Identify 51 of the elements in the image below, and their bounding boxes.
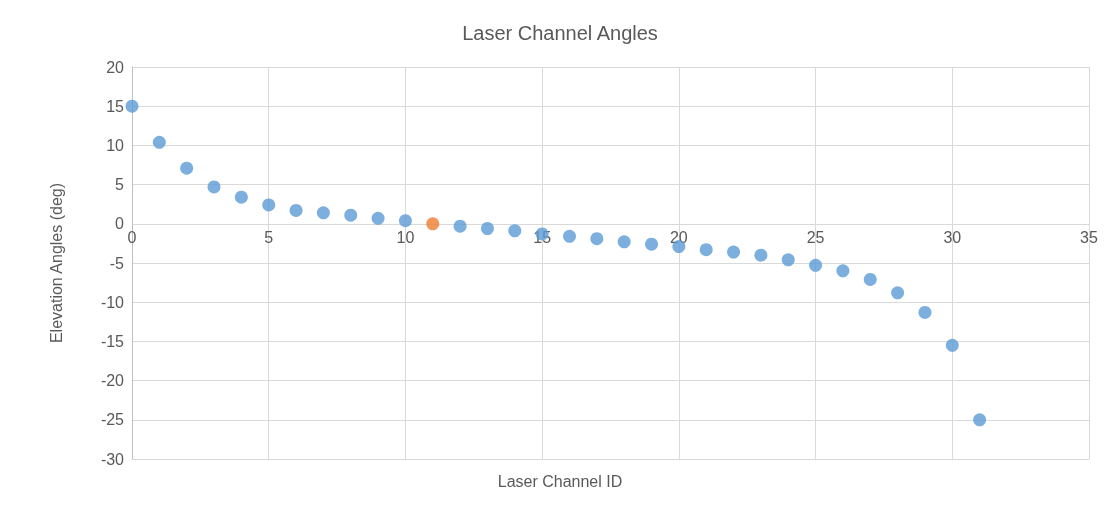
y-tick-label: -15 [100, 332, 125, 350]
y-tick-label: 5 [115, 176, 125, 194]
point [645, 237, 659, 251]
point [863, 272, 877, 286]
point [316, 206, 330, 220]
y-tick-label: -30 [100, 450, 125, 468]
y-tick-label: 15 [106, 97, 125, 115]
point [480, 222, 494, 235]
point [180, 161, 194, 175]
point [891, 286, 905, 300]
x-axis-title: Laser Channel ID [497, 472, 623, 490]
point [754, 248, 768, 262]
point [152, 135, 166, 149]
point [371, 211, 385, 225]
y-tick-label: 20 [106, 58, 125, 76]
point [289, 203, 303, 217]
point [727, 245, 741, 259]
point [918, 305, 932, 319]
x-tick-label: 30 [943, 229, 962, 247]
y-tick-label: -20 [100, 372, 125, 390]
point [836, 264, 850, 278]
x-tick-label: 0 [127, 229, 137, 247]
y-tick-label: -25 [100, 411, 125, 429]
y-axis-title: Elevation Angles (deg) [47, 182, 65, 344]
x-tick-label: 10 [396, 229, 415, 247]
chart-title: Laser Channel Angles [462, 22, 658, 44]
point [945, 338, 959, 352]
point [234, 190, 248, 204]
x-tick-label: 25 [806, 229, 825, 247]
x-tick-label: 35 [1080, 229, 1098, 247]
point [262, 198, 276, 212]
point [781, 253, 795, 267]
point [617, 235, 631, 249]
x-tick-label: 5 [264, 229, 274, 247]
point [563, 229, 576, 243]
point [125, 99, 139, 113]
point [809, 258, 823, 272]
point [398, 214, 412, 228]
point [344, 208, 358, 222]
y-tick-label: -10 [100, 293, 125, 311]
y-tick-label: 10 [106, 136, 125, 154]
point [590, 232, 604, 246]
x-tick-label: 20 [669, 229, 688, 247]
point [453, 219, 467, 233]
y-tick-label: -5 [109, 254, 125, 272]
point [973, 413, 987, 427]
point [508, 224, 522, 238]
point [426, 217, 440, 231]
point [699, 243, 713, 257]
y-tick-label: 0 [115, 215, 125, 233]
point [207, 180, 221, 194]
